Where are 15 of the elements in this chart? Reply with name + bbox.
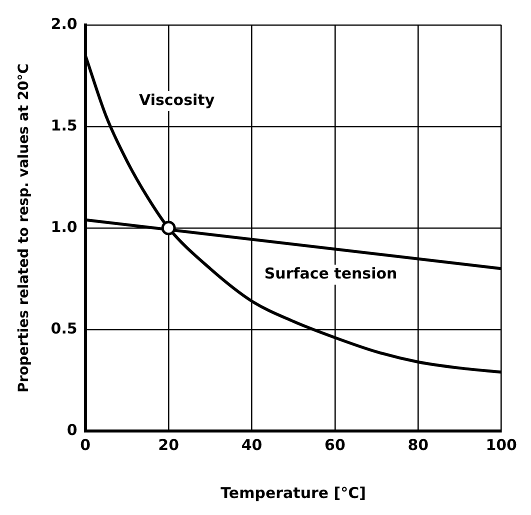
- y-axis-title: Properties related to resp. values at 20°C: [16, 63, 32, 393]
- x-tick-label: 80: [408, 436, 429, 454]
- text: Viscosity: [138, 90, 215, 109]
- y-tick-label: 0.5: [50, 319, 78, 338]
- y-tick-label: 1.5: [50, 116, 78, 134]
- y-tick-label: 0: [66, 420, 78, 439]
- y-tick-label: 2.0: [50, 14, 78, 33]
- x-tick-label: 20: [158, 436, 180, 454]
- x-tick-label: 0: [80, 436, 91, 454]
- y-tick-label: 1.0: [50, 218, 78, 236]
- x-axis-title: Temperature [°C]: [220, 484, 366, 502]
- x-tick-label: 100: [486, 436, 517, 454]
- series-label: Surface tension: [264, 264, 398, 283]
- x-tick-label: 60: [324, 436, 346, 454]
- x-tick-label: 40: [241, 436, 262, 454]
